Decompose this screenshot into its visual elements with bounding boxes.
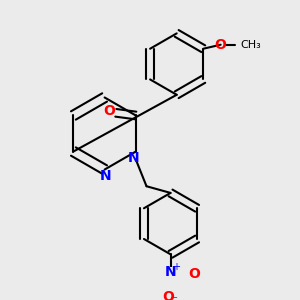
Text: O: O	[103, 104, 115, 118]
Text: O: O	[188, 267, 200, 281]
Text: N: N	[100, 169, 111, 183]
Text: −: −	[170, 293, 178, 300]
Text: N: N	[165, 265, 176, 279]
Text: N: N	[128, 151, 140, 165]
Text: O: O	[162, 290, 174, 300]
Text: O: O	[215, 38, 226, 52]
Text: +: +	[172, 262, 180, 272]
Text: CH₃: CH₃	[240, 40, 261, 50]
